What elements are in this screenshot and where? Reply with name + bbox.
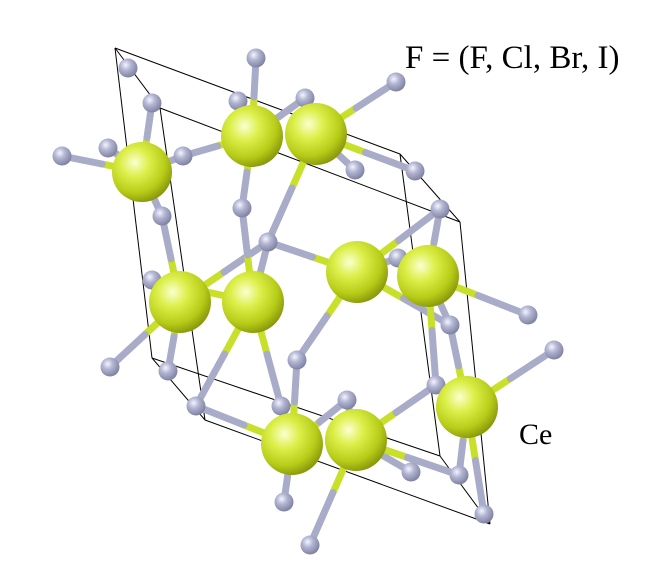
f-atom (518, 305, 538, 325)
anion-legend-label: F = (F, Cl, Br, I) (405, 40, 620, 76)
f-atom (52, 146, 72, 166)
f-atom (345, 160, 365, 180)
ce-atom (325, 409, 387, 471)
ce-atom (149, 271, 211, 333)
bond-f-half (306, 489, 337, 549)
cell-edge (114, 47, 401, 155)
f-atom (405, 161, 425, 181)
f-atom (246, 48, 266, 68)
ce-atom (112, 142, 172, 202)
f-atom (173, 146, 193, 166)
f-atom (544, 340, 564, 360)
f-atom (142, 93, 162, 113)
f-atom (100, 357, 120, 377)
f-atom (258, 232, 278, 252)
f-atom (300, 535, 320, 555)
ce-atom (397, 245, 459, 307)
f-atom (449, 465, 469, 485)
f-atom (426, 375, 446, 395)
f-atom (228, 91, 248, 111)
ce-atom (436, 376, 498, 438)
f-atom (158, 361, 178, 381)
ce-atom (221, 105, 283, 167)
cell-edge (204, 419, 491, 525)
ce-atom (222, 271, 284, 333)
f-atom (118, 58, 138, 78)
f-atom (271, 396, 291, 416)
f-atom (98, 138, 118, 158)
bond-f-half (264, 184, 296, 246)
ce-atom (261, 413, 323, 475)
bond-f-half (192, 350, 228, 410)
f-atom (430, 199, 450, 219)
f-atom (474, 504, 494, 524)
cation-legend-label: Ce (519, 418, 553, 451)
cell-edge (159, 107, 461, 223)
f-atom (401, 462, 421, 482)
f-atom (274, 492, 294, 512)
atoms (52, 48, 564, 555)
f-atom (152, 206, 172, 226)
f-atom (440, 315, 460, 335)
f-atom (232, 198, 252, 218)
ce-atom (326, 241, 388, 303)
f-atom (186, 396, 206, 416)
cell-edge (459, 221, 491, 525)
f-atom (287, 350, 307, 370)
ce-atom (285, 103, 347, 165)
f-atom (337, 390, 357, 410)
f-atom (386, 72, 406, 92)
cell-edge (114, 47, 153, 359)
f-atom (295, 88, 315, 108)
